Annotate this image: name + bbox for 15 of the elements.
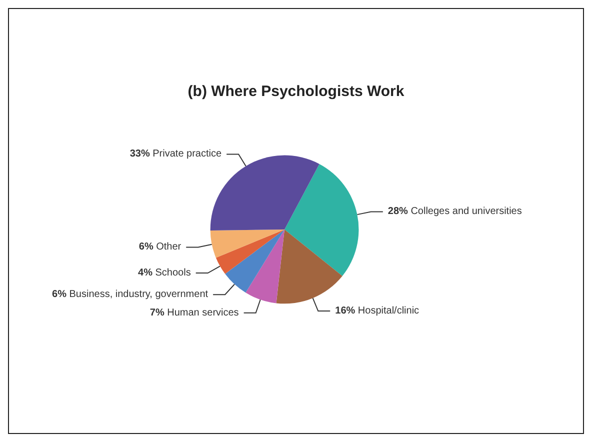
data-label: 6% [138, 242, 154, 253]
data-label: 28% [388, 206, 408, 218]
slice-label: Hospital/clinic [355, 306, 420, 317]
data-label: 33% [130, 148, 150, 160]
data-label: 4% [138, 268, 153, 279]
data-label: 6% [52, 289, 67, 300]
slice-label: Colleges and universities [408, 206, 522, 218]
slice-label: Private practice [150, 148, 222, 160]
slice-label: Schools [152, 268, 191, 279]
data-label: 16% [335, 306, 356, 317]
data-label: 7% [150, 307, 164, 318]
slice-label: Business, industry, government [66, 289, 208, 300]
chart-title: (b) Where Psychologists Work [188, 83, 405, 100]
slice-label: Other [153, 242, 182, 253]
slice-label: Human services [164, 307, 239, 318]
